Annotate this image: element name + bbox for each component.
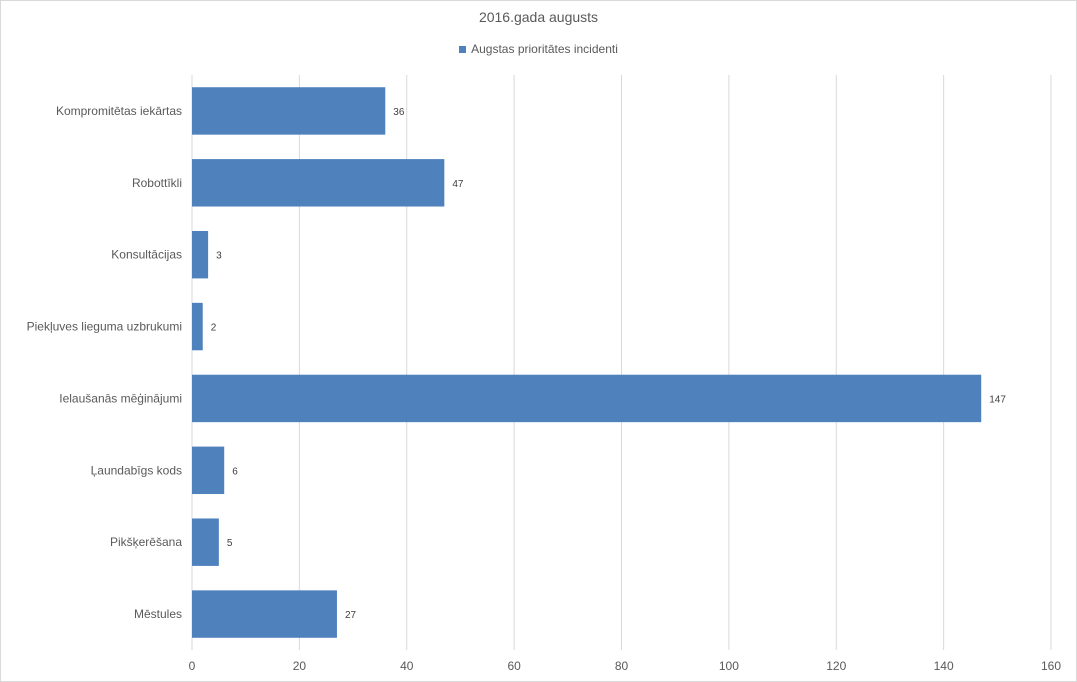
bar <box>192 590 337 638</box>
x-tick-label: 120 <box>826 659 846 673</box>
bar <box>192 302 203 351</box>
x-tick-label: 160 <box>1041 659 1061 673</box>
chart-legend: Augstas prioritātes incidenti <box>0 42 1077 56</box>
bar <box>192 518 219 566</box>
legend-label: Augstas prioritātes incidenti <box>471 42 618 56</box>
data-label: 2 <box>211 323 217 334</box>
x-tick-label: 80 <box>615 659 629 673</box>
category-label: Ielaušanās mēģinājumi <box>59 391 182 405</box>
x-tick-label: 20 <box>293 659 307 673</box>
legend-swatch <box>459 45 467 53</box>
category-label: Piekļuves lieguma uzbrukumi <box>27 320 182 334</box>
data-label: 5 <box>227 538 233 549</box>
data-label: 3 <box>216 251 222 262</box>
bar <box>192 159 445 207</box>
x-tick-label: 100 <box>719 659 739 673</box>
x-tick-label: 140 <box>934 659 954 673</box>
category-label: Mēstules <box>134 607 182 621</box>
bar <box>192 446 225 495</box>
category-label: Konsultācijas <box>111 248 182 262</box>
bar <box>192 87 386 135</box>
x-tick-label: 40 <box>400 659 414 673</box>
data-label: 47 <box>452 179 464 190</box>
data-label: 36 <box>393 107 405 118</box>
chart-title: 2016.gada augusts <box>478 9 599 25</box>
bar <box>192 230 209 279</box>
category-label: Robottīkli <box>132 176 182 190</box>
data-label: 147 <box>989 394 1006 405</box>
category-label: Ļaundabīgs kods <box>91 463 182 477</box>
x-tick-label: 0 <box>189 659 196 673</box>
x-tick-label: 60 <box>507 659 521 673</box>
data-label: 27 <box>345 610 357 621</box>
bar <box>192 374 982 423</box>
category-label: Kompromitētas iekārtas <box>56 104 182 118</box>
data-label: 6 <box>232 466 238 477</box>
category-label: Pikšķerēšana <box>110 535 182 549</box>
